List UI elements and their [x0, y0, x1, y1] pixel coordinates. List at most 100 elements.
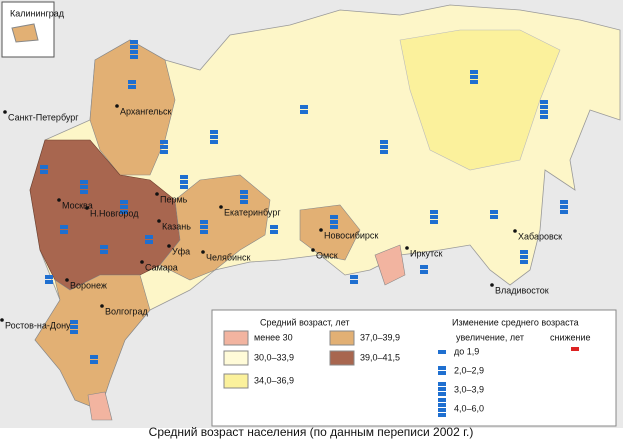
city-dot: [85, 206, 89, 210]
change-icon: [100, 250, 108, 254]
change-icon: [350, 280, 358, 284]
city-dot: [490, 283, 494, 287]
change-icon: [270, 225, 278, 229]
change-icon: [240, 190, 248, 194]
legend-label: 37,0–39,9: [360, 332, 400, 342]
change-icon: [200, 230, 208, 234]
legend-swatch: [329, 330, 355, 346]
change-icon: [520, 260, 528, 264]
change-icon: [438, 413, 446, 417]
change-icon: [420, 265, 428, 269]
city-label: Архангельск: [120, 106, 172, 116]
change-icon: [540, 100, 548, 104]
region: [299, 204, 361, 261]
change-icon: [420, 270, 428, 274]
legend-label: 39,0–41,5: [360, 352, 400, 362]
change-icon: [438, 371, 446, 375]
change-icon: [560, 210, 568, 214]
change-icon: [438, 350, 446, 354]
city-label: Пермь: [160, 194, 188, 204]
change-icon: [160, 150, 168, 154]
decrease-icon: [571, 347, 579, 351]
change-icon: [540, 110, 548, 114]
legend-label: до 1,9: [454, 346, 479, 356]
change-icon: [430, 220, 438, 224]
legend-subtitle: увеличение, лет: [456, 332, 524, 342]
change-icon: [210, 130, 218, 134]
inset-label: Калининград: [10, 8, 65, 18]
change-icon: [330, 225, 338, 229]
legend-label: 34,0–36,9: [254, 375, 294, 385]
change-icon: [210, 135, 218, 139]
change-icon: [60, 230, 68, 234]
city-dot: [57, 198, 61, 202]
city-dot: [155, 192, 159, 196]
change-icon: [240, 195, 248, 199]
change-icon: [200, 220, 208, 224]
change-icon: [90, 355, 98, 359]
caption: Средний возраст населения (по данным пер…: [149, 425, 474, 439]
city-dot: [167, 244, 171, 248]
change-icon: [438, 398, 446, 402]
change-icon: [130, 45, 138, 49]
legend-swatch: [329, 350, 355, 366]
city-label: Екатеринбург: [224, 207, 281, 217]
change-icon: [145, 235, 153, 239]
icons: [40, 40, 568, 364]
change-icon: [60, 225, 68, 229]
change-icon: [470, 70, 478, 74]
legend-label: 3,0–3,9: [454, 384, 484, 394]
change-icon: [438, 382, 446, 386]
city-label: Челябинск: [206, 252, 250, 262]
city-dot: [201, 250, 205, 254]
change-icon: [130, 40, 138, 44]
change-icon: [300, 105, 308, 109]
legend-label: 4,0–6,0: [454, 403, 484, 413]
change-icon: [70, 330, 78, 334]
change-icon: [180, 175, 188, 179]
change-icon: [128, 85, 136, 89]
city-label: Санкт-Петербург: [8, 112, 79, 122]
city-label: Казань: [162, 221, 191, 231]
change-icon: [560, 200, 568, 204]
change-icon: [80, 190, 88, 194]
legend-subtitle: снижение: [550, 332, 591, 342]
legend-label: 30,0–33,9: [254, 352, 294, 362]
city-dot: [0, 318, 4, 322]
region: [374, 244, 406, 286]
legend-label: 2,0–2,9: [454, 365, 484, 375]
city-label: Новосибирск: [324, 230, 378, 240]
change-icon: [540, 115, 548, 119]
city-dot: [513, 229, 517, 233]
change-icon: [80, 180, 88, 184]
city-label: Н.Новгород: [90, 208, 139, 218]
change-icon: [438, 366, 446, 370]
change-icon: [40, 165, 48, 169]
city-dot: [115, 104, 119, 108]
city-label: Омск: [316, 250, 338, 260]
city-dot: [65, 278, 69, 282]
city-label: Хабаровск: [518, 231, 562, 241]
change-icon: [430, 215, 438, 219]
change-icon: [120, 210, 128, 214]
change-icon: [80, 185, 88, 189]
change-icon: [470, 80, 478, 84]
change-icon: [70, 325, 78, 329]
city-label: Воронеж: [70, 280, 107, 290]
change-icon: [70, 320, 78, 324]
change-icon: [470, 75, 478, 79]
region: [34, 274, 151, 411]
inset-region: [11, 23, 39, 43]
change-icon: [350, 275, 358, 279]
city-dot: [140, 260, 144, 264]
city-dot: [319, 228, 323, 232]
change-icon: [120, 205, 128, 209]
city-label: Владивосток: [495, 285, 549, 295]
change-icon: [380, 140, 388, 144]
change-icon: [438, 408, 446, 412]
city-dot: [3, 110, 7, 114]
change-icon: [240, 200, 248, 204]
city-dot: [100, 304, 104, 308]
change-icon: [130, 55, 138, 59]
change-icon: [120, 200, 128, 204]
